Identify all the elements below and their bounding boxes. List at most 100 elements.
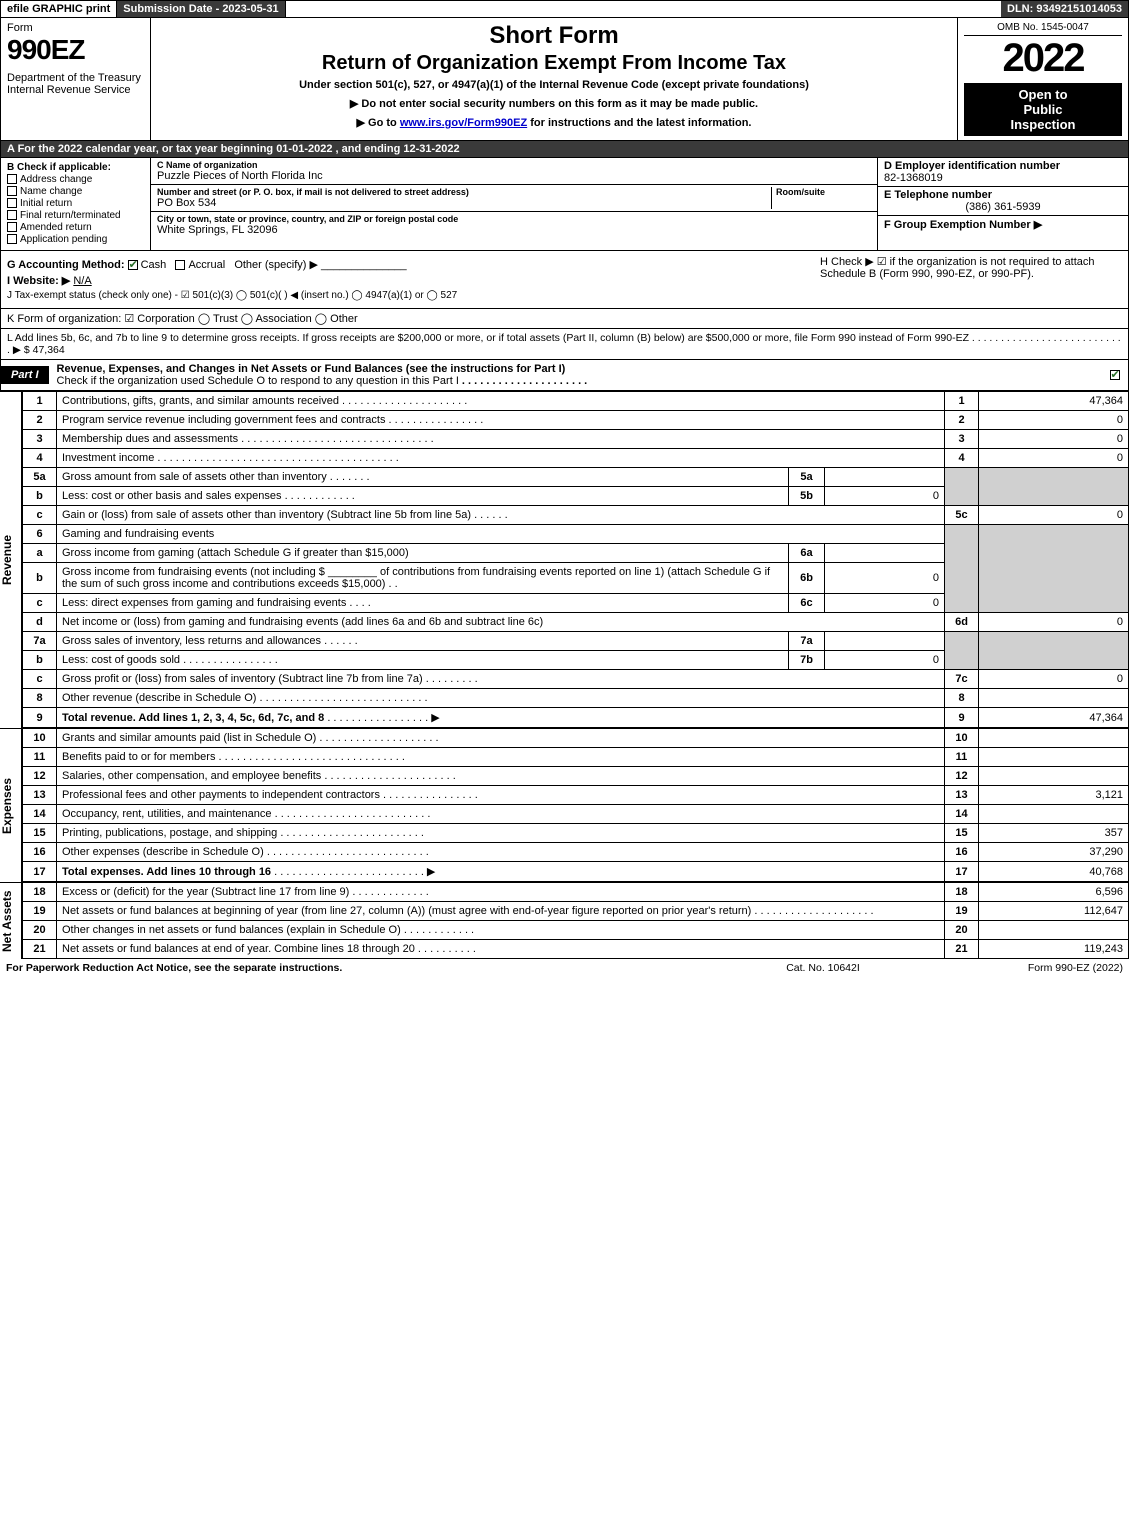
- row-19: 19Net assets or fund balances at beginni…: [23, 902, 1129, 921]
- page-footer: For Paperwork Reduction Act Notice, see …: [0, 959, 1129, 977]
- row-12: 12Salaries, other compensation, and empl…: [23, 767, 1129, 786]
- section-bcdef: B Check if applicable: Address change Na…: [0, 158, 1129, 251]
- line-a: A For the 2022 calendar year, or tax yea…: [0, 141, 1129, 158]
- note-goto-pre: ▶ Go to: [357, 117, 400, 129]
- title-return: Return of Organization Exempt From Incom…: [159, 52, 949, 75]
- part-1-header: Part I Revenue, Expenses, and Changes in…: [0, 360, 1129, 391]
- revenue-section: Revenue 1Contributions, gifts, grants, a…: [0, 391, 1129, 728]
- row-15: 15Printing, publications, postage, and s…: [23, 824, 1129, 843]
- cb-initial-return[interactable]: Initial return: [7, 198, 144, 209]
- open-line-3: Inspection: [966, 117, 1120, 132]
- cb-amended-return[interactable]: Amended return: [7, 222, 144, 233]
- row-8: 8Other revenue (describe in Schedule O) …: [23, 689, 1129, 708]
- cb-accrual[interactable]: [175, 260, 185, 270]
- line-h: H Check ▶ ☑ if the organization is not r…: [812, 255, 1122, 304]
- expenses-vlabel: Expenses: [0, 728, 22, 882]
- street-cell: Number and street (or P. O. box, if mail…: [151, 185, 877, 212]
- netassets-vlabel: Net Assets: [0, 882, 22, 959]
- ein-label: D Employer identification number: [884, 160, 1122, 172]
- phone-label: E Telephone number: [884, 189, 1122, 201]
- header-right: OMB No. 1545-0047 2022 Open to Public In…: [958, 18, 1128, 140]
- row-17: 17Total expenses. Add lines 10 through 1…: [23, 862, 1129, 882]
- footer-center: Cat. No. 10642I: [723, 962, 923, 974]
- revenue-vlabel: Revenue: [0, 391, 22, 728]
- box-f: F Group Exemption Number ▶: [878, 216, 1128, 250]
- line-l-value: 47,364: [33, 344, 65, 356]
- line-g-label: G Accounting Method:: [7, 259, 125, 271]
- row-5a: 5aGross amount from sale of assets other…: [23, 468, 1129, 487]
- line-k: K Form of organization: ☑ Corporation ◯ …: [0, 309, 1129, 329]
- row-1: 1Contributions, gifts, grants, and simil…: [23, 392, 1129, 411]
- ein-value: 82-1368019: [884, 172, 1122, 184]
- open-to-public: Open to Public Inspection: [964, 83, 1122, 136]
- top-bar: efile GRAPHIC print Submission Date - 20…: [0, 0, 1129, 18]
- row-5c: cGain or (loss) from sale of assets othe…: [23, 506, 1129, 525]
- part-1-title: Revenue, Expenses, and Changes in Net As…: [49, 360, 1104, 390]
- city-label: City or town, state or province, country…: [157, 214, 871, 224]
- subtitle: Under section 501(c), 527, or 4947(a)(1)…: [159, 79, 949, 91]
- dept-line-2: Internal Revenue Service: [7, 84, 144, 96]
- header-center: Short Form Return of Organization Exempt…: [151, 18, 958, 140]
- line-j: J Tax-exempt status (check only one) - ☑…: [7, 290, 812, 301]
- city-value: White Springs, FL 32096: [157, 224, 871, 236]
- group-exemption-label: F Group Exemption Number ▶: [884, 219, 1042, 231]
- line-i-label: I Website: ▶: [7, 275, 70, 287]
- form-header: Form 990EZ Department of the Treasury In…: [0, 18, 1129, 141]
- tax-year: 2022: [964, 36, 1122, 81]
- org-name: Puzzle Pieces of North Florida Inc: [157, 170, 871, 182]
- cb-final-return[interactable]: Final return/terminated: [7, 210, 144, 221]
- note-goto-post: for instructions and the latest informat…: [527, 117, 751, 129]
- part-1-tab: Part I: [1, 366, 49, 384]
- cb-application-pending[interactable]: Application pending: [7, 234, 144, 245]
- open-line-1: Open to: [966, 87, 1120, 102]
- open-line-2: Public: [966, 102, 1120, 117]
- street-value: PO Box 534: [157, 197, 771, 209]
- row-4: 4Investment income . . . . . . . . . . .…: [23, 449, 1129, 468]
- form-number: 990EZ: [7, 34, 144, 66]
- expenses-section: Expenses 10Grants and similar amounts pa…: [0, 728, 1129, 882]
- cb-name-change[interactable]: Name change: [7, 186, 144, 197]
- website-value: N/A: [73, 275, 91, 287]
- row-7c: cGross profit or (loss) from sales of in…: [23, 670, 1129, 689]
- row-9: 9Total revenue. Add lines 1, 2, 3, 4, 5c…: [23, 708, 1129, 728]
- efile-label[interactable]: efile GRAPHIC print: [1, 1, 117, 17]
- revenue-table: 1Contributions, gifts, grants, and simil…: [22, 391, 1129, 728]
- box-d: D Employer identification number 82-1368…: [878, 158, 1128, 187]
- row-3: 3Membership dues and assessments . . . .…: [23, 430, 1129, 449]
- cb-address-change[interactable]: Address change: [7, 174, 144, 185]
- line-l-arrow: ▶ $: [13, 344, 30, 356]
- form-word: Form: [7, 22, 144, 34]
- phone-value: (386) 361-5939: [884, 201, 1122, 213]
- omb-number: OMB No. 1545-0047: [964, 22, 1122, 36]
- box-b: B Check if applicable: Address change Na…: [1, 158, 151, 250]
- line-l: L Add lines 5b, 6c, and 7b to line 9 to …: [0, 329, 1129, 360]
- line-i: I Website: ▶ N/A: [7, 274, 812, 287]
- row-21: 21Net assets or fund balances at end of …: [23, 940, 1129, 959]
- cb-cash[interactable]: [128, 260, 138, 270]
- row-13: 13Professional fees and other payments t…: [23, 786, 1129, 805]
- dln-label: DLN: 93492151014053: [1001, 1, 1128, 17]
- dept-line-1: Department of the Treasury: [7, 72, 144, 84]
- row-11: 11Benefits paid to or for members . . . …: [23, 748, 1129, 767]
- netassets-table: 18Excess or (deficit) for the year (Subt…: [22, 882, 1129, 959]
- row-6d: dNet income or (loss) from gaming and fu…: [23, 613, 1129, 632]
- row-18: 18Excess or (deficit) for the year (Subt…: [23, 883, 1129, 902]
- room-label: Room/suite: [776, 187, 871, 197]
- part-1-title-text: Revenue, Expenses, and Changes in Net As…: [57, 363, 566, 375]
- org-name-label: C Name of organization: [157, 160, 871, 170]
- header-left: Form 990EZ Department of the Treasury In…: [1, 18, 151, 140]
- irs-link[interactable]: www.irs.gov/Form990EZ: [400, 117, 527, 129]
- row-7a: 7aGross sales of inventory, less returns…: [23, 632, 1129, 651]
- box-e: E Telephone number (386) 361-5939: [878, 187, 1128, 216]
- part-1-checkbox[interactable]: [1104, 369, 1128, 381]
- section-ghij: G Accounting Method: Cash Accrual Other …: [0, 251, 1129, 309]
- box-b-header: B Check if applicable:: [7, 162, 144, 173]
- part-1-subtitle: Check if the organization used Schedule …: [57, 375, 459, 387]
- expenses-table: 10Grants and similar amounts paid (list …: [22, 728, 1129, 882]
- ghi-left: G Accounting Method: Cash Accrual Other …: [7, 255, 812, 304]
- city-cell: City or town, state or province, country…: [151, 212, 877, 250]
- box-def: D Employer identification number 82-1368…: [878, 158, 1128, 250]
- row-2: 2Program service revenue including gover…: [23, 411, 1129, 430]
- note-ssn: ▶ Do not enter social security numbers o…: [159, 97, 949, 110]
- line-g-other: Other (specify) ▶: [234, 259, 318, 271]
